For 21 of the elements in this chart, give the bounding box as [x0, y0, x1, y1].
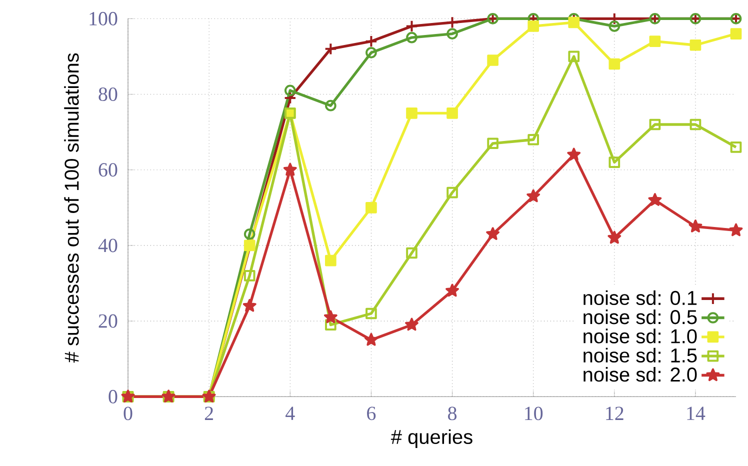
x-tick-label: 2 — [204, 406, 213, 420]
legend-label: noise sd: 0.1 — [584, 290, 697, 306]
y-tick-label: 100 — [90, 12, 118, 26]
x-tick-label: 4 — [286, 406, 295, 420]
y-tick-label: 0 — [108, 390, 118, 404]
legend-label: noise sd: 0.5 — [584, 310, 697, 324]
x-tick-label: 12 — [606, 406, 624, 420]
y-tick-label: 60 — [98, 163, 118, 177]
legend-label: noise sd: 1.0 — [584, 328, 697, 344]
x-tick-label: 10 — [525, 406, 543, 420]
y-tick-label: 40 — [98, 238, 118, 252]
x-tick-label: 14 — [687, 406, 706, 420]
legend-label: noise sd: 2.0 — [584, 367, 697, 382]
y-tick-label: 80 — [98, 88, 118, 101]
x-tick-label: 6 — [367, 406, 376, 420]
x-tick-label: 0 — [124, 406, 132, 420]
y-tick-label: 20 — [98, 314, 118, 328]
x-tick-label: 8 — [448, 406, 457, 420]
y-axis-title: # successes out of 100 simulations — [64, 53, 79, 363]
legend-label: noise sd: 1.5 — [584, 348, 697, 363]
x-axis-title: # queries — [390, 429, 472, 448]
